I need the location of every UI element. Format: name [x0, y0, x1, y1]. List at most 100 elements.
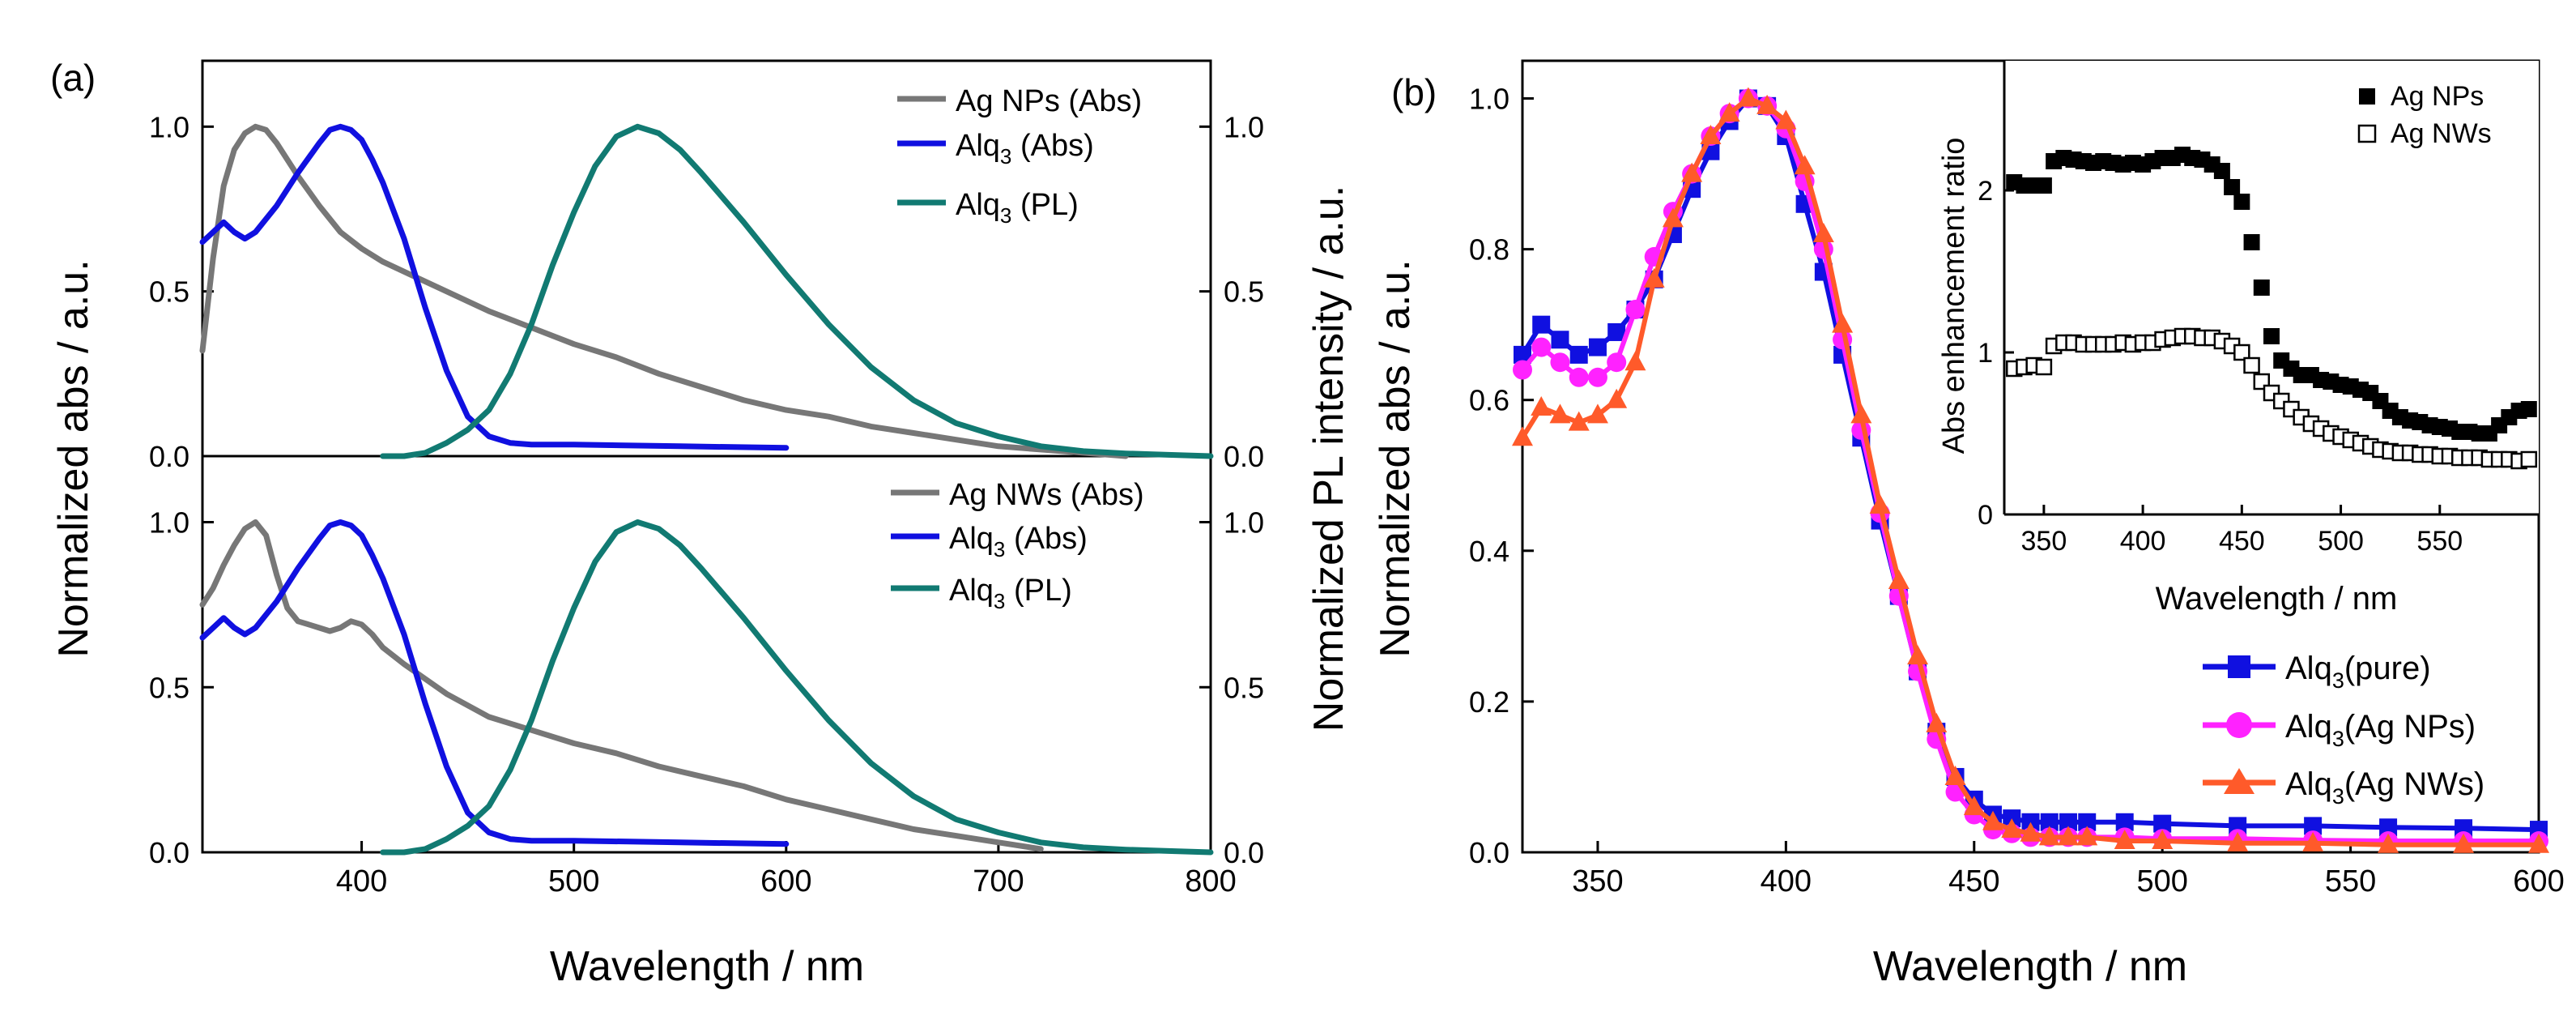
y-tick-label-right-top-0.5: 0.5 [1224, 275, 1264, 309]
data-point-alq3-pure-330 [1514, 345, 1531, 364]
y-tick-label-right-top-0.0: 0.0 [1224, 440, 1264, 473]
data-point-alq3-ag-nps-360 [1625, 300, 1646, 320]
inset-x-tick-label-450: 450 [2219, 526, 2265, 557]
panel-b-tick-labels: 350 400 450 500 550 600 0.0 0.2 0.4 0.6 0.8 1.0 [1469, 83, 2565, 898]
legend-label-alq3-abs: Alq3 (Abs) [956, 129, 1094, 169]
data-point-alq3-ag-nws-500 [2152, 830, 2174, 850]
inset-point-ag-nps-460 [2253, 280, 2270, 296]
series-line-a-bottom-alq3-abs [199, 519, 790, 847]
data-point-alq3-ag-nws-490 [2114, 830, 2135, 850]
series-line-a-bottom-alq3-pl [380, 519, 1214, 856]
data-point-alq3-ag-nws-440 [1926, 712, 1948, 732]
y-tick-label-b-0.0: 0.0 [1469, 836, 1509, 869]
data-point-alq3-ag-nws-415 [1832, 313, 1854, 333]
data-point-alq3-ag-nws-395 [1756, 94, 1778, 114]
y-tick-label-left-top-0.5: 0.5 [149, 275, 189, 309]
panel-b-x-axis-label: Wavelength / nm [1873, 943, 2187, 990]
panel-a-top-legend: Ag NPs (Abs) Alq3 (Abs) Alq3 (PL) [897, 84, 1142, 228]
data-point-alq3-ag-nws-405 [1794, 155, 1816, 175]
data-point-alq3-ag-nws-540 [2302, 831, 2324, 851]
y-tick-label-left-bottom-0.0: 0.0 [149, 836, 189, 869]
data-point-alq3-ag-nws-385 [1718, 102, 1740, 122]
data-point-alq3-ag-nws-340 [1549, 403, 1571, 424]
inset-point-ag-nps-350 [2035, 177, 2052, 194]
data-point-alq3-ag-nws-360 [1624, 351, 1646, 371]
y-tick-label-b-1.0: 1.0 [1469, 83, 1509, 116]
inset-point-ag-nws-455 [2243, 356, 2260, 374]
inset-background [2004, 61, 2539, 514]
data-point-alq3-ag-nws-435 [1907, 645, 1929, 665]
data-point-alq3-ag-nws-350 [1586, 403, 1608, 424]
data-point-alq3-ag-nws-520 [2227, 831, 2249, 851]
data-point-alq3-ag-nws-365 [1643, 267, 1665, 288]
data-point-alq3-pure-340 [1551, 331, 1569, 349]
data-point-alq3-ag-nws-455 [1982, 810, 2004, 830]
panel-a-top-series [199, 123, 1214, 459]
inset-point-ag-nws-450 [2233, 344, 2250, 361]
inset-point-ag-nws-595 [2520, 450, 2538, 468]
y-tick-label-right-top-1.0: 1.0 [1224, 110, 1264, 143]
panel-b-legend: Alq3(pure) Alq3(Ag NPs) Alq3(Ag NWs) [2203, 651, 2484, 809]
y-tick-label-right-bottom-0.0: 0.0 [1224, 836, 1264, 869]
inset-y-tick-label-0: 0 [1978, 500, 1993, 531]
data-point-alq3-ag-nws-465 [2020, 822, 2042, 842]
inset-y-tick-label-2: 2 [1978, 176, 1993, 207]
inset-tick-labels: 350 400 450 500 550 0 1 2 [1978, 176, 2463, 557]
legend-label-alq3-pl-b: Alq3 (PL) [949, 574, 1072, 613]
series-line-a-top-ag-nps-abs [199, 123, 1129, 459]
data-point-alq3-pure-500 [2153, 814, 2172, 833]
inset-point-ag-nps-455 [2243, 234, 2260, 250]
data-point-alq3-ag-nws-330 [1512, 426, 1533, 446]
legend-label-ag-nps: Ag NPs (Abs) [956, 84, 1142, 118]
panel-b-y-axis-label: Normalized abs / a.u. [1372, 259, 1419, 657]
panel-b-inset: 350 400 450 500 550 0 1 2 Ag NPs Ag NWs Wavelen… [1937, 61, 2539, 617]
data-point-alq3-ag-nws-430 [1888, 570, 1910, 590]
x-tick-label-b-350: 350 [1572, 864, 1623, 898]
data-point-alq3-ag-nws-480 [2076, 826, 2098, 846]
panel-a-bottom-series [199, 519, 1214, 856]
y-tick-label-left-bottom-0.5: 0.5 [149, 671, 189, 704]
data-point-alq3-ag-nws-335 [1531, 396, 1552, 416]
data-point-alq3-ag-nws-370 [1662, 207, 1684, 228]
x-tick-label-700: 700 [973, 864, 1024, 898]
legend-label-alq3-agnps: Alq3(Ag NPs) [2285, 709, 2476, 751]
inset-legend-label-ag-nws: Ag NWs [2391, 118, 2492, 149]
data-point-alq3-ag-nws-375 [1681, 162, 1703, 182]
inset-y-tick-label-1: 1 [1978, 338, 1993, 369]
inset-point-ag-nws-350 [2035, 358, 2053, 376]
x-tick-label-500: 500 [548, 864, 599, 898]
data-point-alq3-ag-nws-445 [1944, 765, 1966, 785]
legend-marker-alq3-agnps [2226, 712, 2252, 738]
y-tick-label-b-0.8: 0.8 [1469, 233, 1509, 267]
x-tick-label-600: 600 [760, 864, 811, 898]
x-tick-label-b-400: 400 [1761, 864, 1812, 898]
data-point-alq3-ag-nws-400 [1775, 109, 1797, 130]
panel-a-label: (a) [50, 57, 96, 99]
data-point-alq3-pure-540 [2304, 817, 2323, 835]
data-point-alq3-pure-350 [1588, 338, 1607, 356]
x-tick-label-b-450: 450 [1948, 864, 1999, 898]
x-tick-label-800: 800 [1185, 864, 1236, 898]
data-point-alq3-ag-nws-425 [1869, 493, 1891, 514]
y-tick-label-b-0.2: 0.2 [1469, 685, 1509, 719]
data-point-alq3-pure-480 [2078, 813, 2097, 831]
data-point-alq3-pure-470 [2040, 813, 2059, 831]
data-point-alq3-ag-nws-470 [2038, 826, 2060, 846]
series-line-a-top-alq3-abs [199, 123, 790, 451]
data-point-alq3-ag-nws-345 [1568, 411, 1590, 431]
legend-label-alq3-agnws: Alq3(Ag NWs) [2285, 766, 2484, 809]
data-point-alq3-pure-355 [1607, 322, 1626, 341]
panel-a-left-y-axis-label: Normalized abs / a.u. [50, 259, 97, 657]
legend-marker-alq3-pure [2228, 655, 2250, 678]
panel-a-bottom-legend: Ag NWs (Abs) Alq3 (Abs) Alq3 (PL) [891, 478, 1144, 613]
data-point-alq3-ag-nps-345 [1569, 367, 1589, 387]
data-point-alq3-pure-560 [2379, 818, 2398, 837]
inset-x-tick-label-500: 500 [2318, 526, 2364, 557]
data-point-alq3-ag-nws-600 [2528, 833, 2549, 853]
y-tick-label-left-bottom-1.0: 1.0 [149, 506, 189, 540]
data-point-alq3-ag-nws-420 [1850, 403, 1872, 424]
legend-label-alq3-pl: Alq3 (PL) [956, 188, 1079, 228]
y-tick-label-left-top-1.0: 1.0 [149, 110, 189, 143]
